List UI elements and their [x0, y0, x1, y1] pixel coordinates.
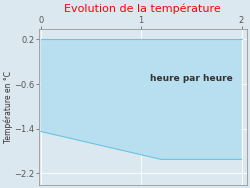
- Text: heure par heure: heure par heure: [150, 74, 233, 83]
- Title: Evolution de la température: Evolution de la température: [64, 3, 221, 14]
- Y-axis label: Température en °C: Température en °C: [4, 71, 13, 143]
- Polygon shape: [41, 39, 241, 159]
